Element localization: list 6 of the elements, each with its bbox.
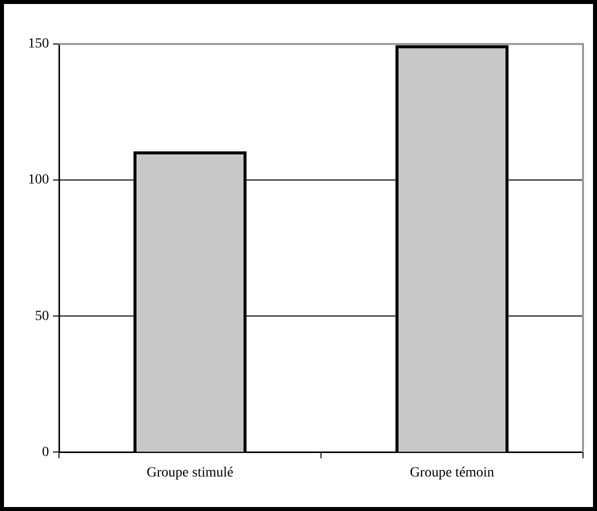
y-tick-label: 100 (28, 172, 49, 188)
x-tick-label: Groupe témoin (410, 465, 494, 480)
y-tick-label: 150 (28, 36, 49, 52)
x-tick-label: Groupe stimulé (146, 465, 234, 480)
y-tick-label: 50 (35, 308, 49, 324)
y-tick-label: 0 (42, 444, 49, 460)
